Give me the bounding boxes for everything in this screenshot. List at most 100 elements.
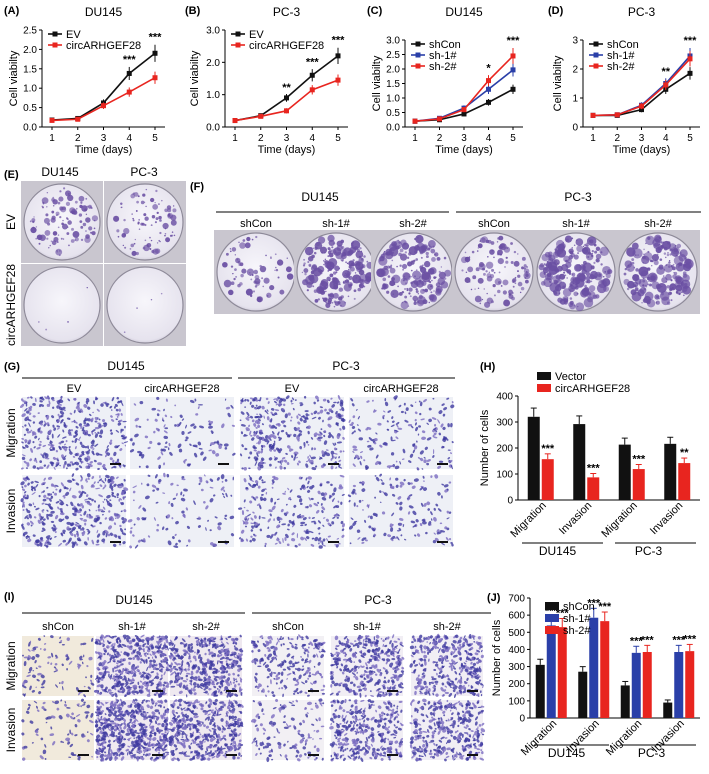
colony <box>132 218 134 220</box>
data-point <box>413 119 418 124</box>
colony <box>583 246 584 247</box>
colony <box>328 298 332 302</box>
colony <box>684 257 687 260</box>
colony <box>522 257 526 261</box>
colony <box>544 264 546 266</box>
cell <box>84 711 89 713</box>
colony <box>362 265 364 267</box>
colony <box>400 248 404 252</box>
data-point <box>663 82 668 87</box>
colony <box>315 299 319 303</box>
cell <box>115 676 118 678</box>
colony <box>571 273 575 277</box>
significance-mark: *** <box>149 31 163 43</box>
colony <box>76 208 78 210</box>
colony <box>659 265 664 270</box>
column-label: sh-1# <box>118 621 146 633</box>
colony <box>678 266 680 268</box>
colony <box>570 297 573 300</box>
colony <box>62 220 63 221</box>
cell <box>41 530 43 532</box>
colony <box>577 282 579 284</box>
colony <box>329 280 338 289</box>
colony <box>577 252 579 254</box>
colony <box>591 265 595 269</box>
colony <box>574 245 576 247</box>
y-tick-label: 3.0 <box>206 26 220 37</box>
legend-marker <box>53 32 58 37</box>
data-point <box>310 87 315 92</box>
colony <box>171 235 173 237</box>
colony <box>414 302 417 305</box>
x-tick-label: 1 <box>232 133 238 144</box>
y-tick-label: 1.0 <box>206 90 220 101</box>
colony <box>391 277 395 281</box>
colony <box>469 281 470 282</box>
colony <box>424 261 430 267</box>
colony <box>570 301 574 305</box>
colony <box>71 228 74 231</box>
colony <box>53 205 55 207</box>
colony <box>418 293 419 294</box>
colony <box>67 218 69 220</box>
colony <box>307 261 309 263</box>
colony <box>279 290 284 295</box>
cell <box>250 435 252 437</box>
colony <box>333 293 339 299</box>
scale-bar <box>437 541 448 543</box>
data-point <box>486 100 491 105</box>
colony <box>408 305 409 306</box>
legend-marker <box>236 32 241 37</box>
data-point <box>511 67 516 72</box>
y-axis-label: Cell viabilty <box>371 55 383 111</box>
colony <box>486 293 487 294</box>
colony <box>338 301 341 304</box>
colony <box>339 284 341 286</box>
colony <box>578 278 580 280</box>
colony <box>635 254 637 256</box>
colony <box>660 258 663 261</box>
colony <box>566 239 569 242</box>
colony <box>51 218 56 223</box>
colony <box>586 243 587 244</box>
y-tick-label: 1.0 <box>23 84 37 95</box>
colony <box>329 280 330 281</box>
colony <box>362 258 363 259</box>
colony <box>477 250 479 252</box>
colony-dish <box>616 230 700 314</box>
colony <box>391 260 393 262</box>
colony <box>332 277 333 278</box>
colony <box>92 231 96 235</box>
colony <box>422 289 424 291</box>
y-tick-label: 2.5 <box>23 26 37 37</box>
colony <box>94 220 95 221</box>
colony <box>475 296 482 303</box>
colony <box>238 242 239 243</box>
colony <box>46 238 48 240</box>
colony <box>545 274 552 281</box>
y-tick-label: 2.0 <box>206 58 220 69</box>
colony <box>441 266 442 267</box>
colony <box>222 262 228 268</box>
colony <box>587 296 593 302</box>
group-label: PC-3 <box>364 593 392 607</box>
colony <box>512 279 516 283</box>
colony <box>337 241 343 247</box>
colony <box>264 278 270 284</box>
significance-mark: *** <box>332 35 346 47</box>
micrograph <box>348 395 455 471</box>
colony <box>634 267 635 268</box>
colony <box>422 264 424 266</box>
colony <box>567 271 568 272</box>
panel-title: PC-3 <box>273 5 301 19</box>
colony <box>638 266 648 276</box>
colony <box>402 269 404 271</box>
colony <box>147 243 152 248</box>
colony <box>377 268 386 277</box>
colony <box>331 246 333 248</box>
column-label: EV <box>67 383 82 395</box>
y-tick-label: 1.0 <box>386 94 400 105</box>
colony <box>63 187 65 189</box>
colony <box>156 217 159 220</box>
